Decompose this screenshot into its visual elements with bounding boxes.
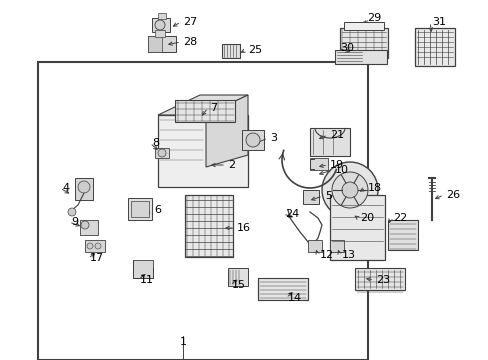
Text: 10: 10	[334, 165, 348, 175]
Text: 16: 16	[237, 223, 250, 233]
Text: 12: 12	[319, 250, 333, 260]
Circle shape	[95, 243, 101, 249]
Circle shape	[321, 162, 377, 218]
Bar	[184, 195, 232, 257]
Text: 13: 13	[341, 250, 355, 260]
Circle shape	[81, 221, 89, 229]
Text: 18: 18	[367, 183, 381, 193]
Text: 25: 25	[247, 45, 262, 55]
Bar	[158, 13, 165, 19]
Bar	[303, 190, 318, 204]
Circle shape	[331, 172, 367, 208]
Text: 21: 21	[329, 130, 344, 140]
Text: 7: 7	[209, 103, 217, 113]
Bar	[309, 128, 349, 156]
Circle shape	[341, 182, 357, 198]
Text: 5: 5	[325, 191, 331, 201]
Text: 30: 30	[339, 43, 353, 53]
Circle shape	[78, 181, 90, 193]
Bar	[329, 240, 343, 252]
Bar	[80, 220, 98, 235]
Bar	[334, 50, 386, 64]
Bar	[339, 28, 387, 58]
Circle shape	[87, 243, 93, 249]
Text: 19: 19	[329, 160, 344, 170]
Bar	[133, 260, 153, 278]
Text: 23: 23	[375, 275, 389, 285]
Bar	[329, 195, 384, 260]
Bar	[175, 100, 235, 122]
Text: 28: 28	[183, 37, 197, 47]
Bar	[387, 220, 417, 250]
Bar	[75, 178, 93, 200]
Bar	[155, 30, 164, 37]
Circle shape	[68, 208, 76, 216]
Bar	[354, 268, 404, 290]
Bar	[309, 158, 327, 170]
Text: 11: 11	[140, 275, 154, 285]
Text: 27: 27	[183, 17, 197, 27]
Bar	[242, 130, 264, 150]
Bar	[131, 201, 149, 217]
Text: 31: 31	[431, 17, 445, 27]
Bar	[414, 28, 454, 66]
Text: 8: 8	[152, 138, 159, 148]
Bar	[85, 240, 105, 252]
Text: 20: 20	[359, 213, 373, 223]
Text: 2: 2	[227, 160, 235, 170]
Text: 6: 6	[154, 205, 161, 215]
Bar	[128, 198, 152, 220]
Bar	[227, 268, 247, 286]
Text: 26: 26	[445, 190, 459, 200]
Circle shape	[245, 133, 260, 147]
Text: 14: 14	[287, 293, 302, 303]
Text: 1: 1	[179, 337, 186, 347]
Polygon shape	[158, 95, 247, 115]
Text: 24: 24	[285, 209, 299, 219]
Text: 17: 17	[90, 253, 104, 263]
Text: 4: 4	[62, 183, 69, 193]
Bar	[258, 278, 307, 300]
Text: 22: 22	[392, 213, 407, 223]
Text: 15: 15	[231, 280, 245, 290]
Bar	[222, 44, 240, 58]
Text: 9: 9	[71, 217, 78, 227]
Bar	[343, 22, 383, 30]
Bar	[155, 148, 169, 158]
Polygon shape	[205, 95, 247, 167]
Bar	[152, 18, 170, 32]
Bar	[307, 240, 321, 252]
Bar	[158, 115, 247, 187]
Text: 29: 29	[366, 13, 381, 23]
Bar	[148, 36, 176, 52]
Circle shape	[158, 149, 165, 157]
Bar	[38, 62, 367, 360]
Circle shape	[155, 20, 164, 30]
Bar	[148, 36, 162, 52]
Text: 3: 3	[269, 133, 276, 143]
